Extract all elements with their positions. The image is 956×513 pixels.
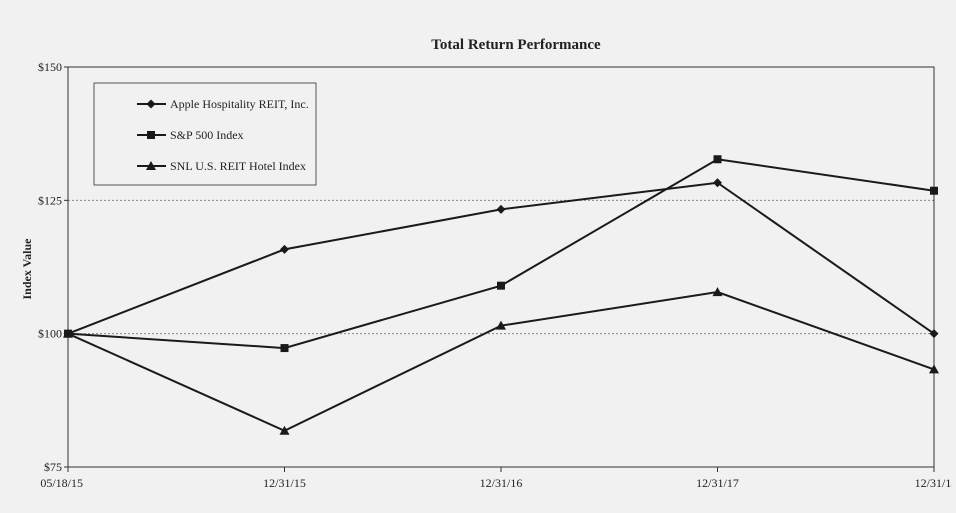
series-triangle <box>63 287 939 435</box>
legend-marker-icon <box>146 99 156 109</box>
x-tick-label: 12/31/17 <box>696 476 739 490</box>
legend-item: SNL U.S. REIT Hotel Index <box>137 159 306 173</box>
y-axis-label: Index Value <box>20 238 34 300</box>
data-point <box>496 204 506 214</box>
data-point <box>63 328 73 338</box>
data-point <box>929 329 939 339</box>
series-lines <box>63 155 939 435</box>
total-return-chart: Total Return Performance Index Value $75… <box>20 37 956 490</box>
data-point <box>930 186 938 195</box>
x-tick-label: 12/31/18 <box>915 476 952 490</box>
x-tick-label: 05/18/15 <box>40 476 83 490</box>
x-tick-label: 12/31/16 <box>480 476 523 490</box>
chart-frame: Total Return Performance Index Value $75… <box>6 4 956 508</box>
data-point <box>929 364 939 374</box>
data-point <box>713 178 722 188</box>
data-point <box>712 287 723 297</box>
y-tick-label: $125 <box>38 193 62 207</box>
legend-label: Apple Hospitality REIT, Inc. <box>170 97 309 111</box>
legend-label: S&P 500 Index <box>170 128 244 142</box>
series-diamond <box>63 178 939 339</box>
legend-marker-icon <box>147 131 155 139</box>
axes: $75 $100 $125 $150 05/18/15 12/31/15 12/31/16 1… <box>38 60 956 490</box>
legend-marker-icon <box>146 161 156 170</box>
data-point <box>279 425 290 435</box>
series-line <box>67 291 935 432</box>
legend-box <box>93 82 317 186</box>
legend-item: Apple Hospitality REIT, Inc. <box>137 97 309 111</box>
y-tick-label: $100 <box>38 327 62 341</box>
x-tick-label: 12/31/15 <box>263 476 306 490</box>
legend: Apple Hospitality REIT, Inc. S&P 500 Inde… <box>93 82 317 186</box>
legend-label: SNL U.S. REIT Hotel Index <box>170 159 306 173</box>
data-point <box>713 155 722 164</box>
legend-item: S&P 500 Index <box>137 128 244 142</box>
data-point <box>280 244 289 254</box>
data-point <box>497 281 505 290</box>
y-tick-label: $75 <box>44 460 62 474</box>
data-point <box>280 344 289 353</box>
gridlines <box>68 199 934 335</box>
chart-title: Total Return Performance <box>431 37 601 53</box>
series-line <box>67 158 935 350</box>
y-tick-label: $150 <box>38 60 62 74</box>
data-point <box>496 320 506 330</box>
